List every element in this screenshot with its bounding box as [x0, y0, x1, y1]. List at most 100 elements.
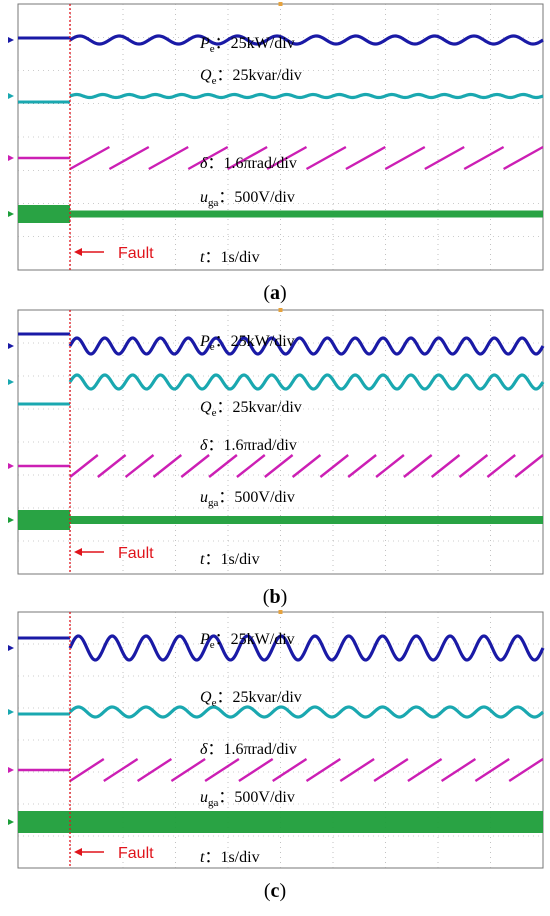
channel-marker-delta	[8, 767, 14, 773]
label-uga-scale: ：500V/div	[218, 489, 294, 506]
label-qe-symbol: Q	[200, 399, 212, 416]
label-uga-symbol: u	[200, 489, 208, 506]
scope-a: Pe：25kW/divQe：25kvar/divδ：1.6πrad/divuga…	[8, 2, 544, 271]
delta-sawtooth	[69, 757, 544, 783]
label-uga: uga：500V/div	[200, 789, 295, 809]
scope-c: Pe：25kW/divQe：25kvar/divδ：1.6πrad/divuga…	[8, 610, 545, 869]
trace-uga	[8, 811, 543, 833]
trace-qe	[8, 92, 544, 104]
scope-b: Pe：25kW/divQe：25kvar/divδ：1.6πrad/divuga…	[8, 308, 545, 575]
uga-band-pre	[18, 811, 70, 833]
trace-delta	[8, 757, 544, 783]
panel-c: Pe：25kW/div Qe：25kvar/div δ：1.6πrad/div uga…	[0, 608, 550, 916]
channel-marker-pe	[8, 645, 14, 651]
fault-arrow-head	[74, 248, 82, 256]
label-delta-symbol: δ	[200, 437, 208, 454]
label-pe-subscript: e	[210, 43, 215, 55]
label-uga-symbol: u	[200, 789, 208, 806]
trace-pe	[8, 634, 545, 662]
fault-label: Fault	[118, 245, 154, 262]
caption-letter-b: b	[269, 586, 281, 608]
caption-letter-a: a	[270, 282, 280, 304]
panel-b: Pe：25kW/div Qe：25kvar/div δ：1.6πrad/div uga…	[0, 306, 550, 612]
label-time-scale: ：1s/div	[204, 849, 259, 866]
label-time-symbol: t	[200, 849, 205, 866]
label-time-symbol: t	[200, 249, 205, 266]
qe-sine	[68, 373, 545, 391]
label-pe-scale: ：25kW/div	[215, 631, 295, 648]
caption-a: (a)	[263, 282, 287, 304]
channel-marker-delta	[8, 463, 14, 469]
trace-uga	[8, 510, 543, 530]
label-time: t：1s/div	[200, 551, 260, 568]
grid	[17, 2, 544, 271]
label-pe-scale: ：25kW/div	[215, 333, 295, 350]
label-time-scale: ：1s/div	[204, 551, 259, 568]
label-delta-scale: ：1.6πrad/div	[207, 741, 296, 758]
label-pe-symbol: P	[199, 333, 210, 350]
label-qe-symbol: Q	[200, 689, 212, 706]
trace-qe	[8, 705, 545, 719]
uga-band-post	[70, 811, 543, 833]
label-qe-scale: ：25kvar/div	[216, 399, 301, 416]
label-qe-subscript: e	[212, 75, 217, 87]
caption-letter-c: c	[270, 880, 280, 902]
label-pe-symbol: P	[199, 35, 210, 52]
label-qe: Qe：25kvar/div	[200, 689, 302, 709]
trigger-marker	[278, 610, 283, 614]
panel-a: Pe：25kW/div Qe：25kvar/div δ：1.6πrad/div uga…	[0, 0, 550, 306]
uga-band-post	[70, 210, 543, 218]
uga-band-pre	[18, 510, 70, 530]
label-qe: Qe：25kvar/div	[200, 67, 302, 87]
label-delta-symbol: δ	[200, 741, 208, 758]
label-pe-symbol: P	[199, 631, 210, 648]
label-qe-scale: ：25kvar/div	[216, 689, 301, 706]
delta-sawtooth	[69, 145, 544, 171]
grid	[17, 610, 544, 869]
label-uga: uga：500V/div	[200, 489, 295, 509]
uga-band-pre	[18, 205, 70, 223]
label-qe-subscript: e	[212, 697, 217, 709]
label-pe: Pe：25kW/div	[199, 631, 295, 651]
label-time-scale: ：1s/div	[204, 249, 259, 266]
fault-label: Fault	[118, 845, 154, 862]
pe-sine	[69, 34, 544, 46]
label-time: t：1s/div	[200, 249, 260, 266]
labels: Pe：25kW/divQe：25kvar/divδ：1.6πrad/divuga…	[199, 35, 302, 266]
label-pe-subscript: e	[210, 341, 215, 353]
fault-annotation: Fault	[74, 245, 154, 262]
trigger-marker	[278, 2, 283, 6]
label-delta-scale: ：1.6πrad/div	[207, 437, 296, 454]
label-uga-symbol: u	[200, 189, 208, 206]
label-delta-symbol: δ	[200, 155, 208, 172]
caption-b: (b)	[262, 586, 288, 608]
label-uga-scale: ：500V/div	[218, 189, 294, 206]
label-delta: δ：1.6πrad/div	[200, 437, 297, 454]
label-qe-scale: ：25kvar/div	[216, 67, 301, 84]
channel-marker-delta	[8, 155, 14, 161]
channel-marker-qe	[8, 93, 14, 99]
qe-sine	[69, 92, 544, 100]
label-time: t：1s/div	[200, 849, 260, 866]
channel-marker-uga	[8, 517, 14, 523]
delta-sawtooth	[69, 454, 544, 478]
channel-marker-pe	[8, 37, 14, 43]
label-qe-subscript: e	[212, 407, 217, 419]
pe-sine	[68, 634, 545, 662]
label-uga-scale: ：500V/div	[218, 789, 294, 806]
label-delta-scale: ：1.6πrad/div	[207, 155, 296, 172]
caption-c: (c)	[263, 880, 287, 902]
channel-marker-qe	[8, 709, 14, 715]
label-delta: δ：1.6πrad/div	[200, 741, 297, 758]
trace-qe	[8, 373, 545, 406]
trace-delta	[8, 454, 544, 478]
label-qe: Qe：25kvar/div	[200, 399, 302, 419]
label-uga-subscript: ga	[208, 797, 219, 809]
trace-uga	[8, 205, 543, 223]
trace-delta	[8, 145, 544, 171]
channel-marker-uga	[8, 819, 14, 825]
channel-marker-pe	[8, 343, 14, 349]
fault-annotation: Fault	[74, 545, 154, 562]
qe-sine	[68, 705, 545, 719]
